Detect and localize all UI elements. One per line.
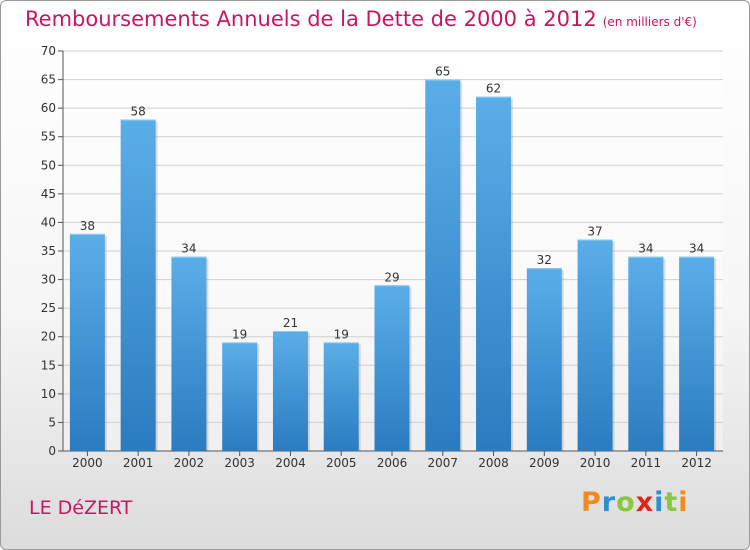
logo-letter: o — [616, 487, 636, 518]
y-tick-label: 20 — [41, 330, 56, 344]
y-tick-label: 40 — [41, 215, 56, 229]
x-tick-label: 2003 — [224, 456, 255, 470]
bar — [425, 79, 461, 452]
x-tick-label: 2009 — [529, 456, 560, 470]
bar — [679, 256, 715, 451]
y-tick-label: 55 — [41, 130, 56, 144]
bar — [120, 119, 156, 452]
logo-letter: r — [601, 487, 617, 518]
x-tick-label: 2006 — [377, 456, 408, 470]
logo-letter: i — [654, 487, 665, 518]
x-tick-label: 2004 — [275, 456, 306, 470]
y-tick-label: 60 — [41, 101, 56, 115]
chart-title-text: Remboursements Annuels de la Dette de 20… — [25, 7, 597, 31]
bar-value-label: 29 — [384, 270, 399, 284]
proxiti-logo[interactable]: Proxiti — [581, 487, 689, 518]
bars — [69, 79, 717, 452]
x-tick-label: 2010 — [580, 456, 611, 470]
y-tick-label: 30 — [41, 273, 56, 287]
bar — [323, 342, 359, 451]
logo-letter: P — [581, 487, 602, 518]
chart-title: Remboursements Annuels de la Dette de 20… — [25, 7, 697, 31]
x-tick-label: 2001 — [123, 456, 154, 470]
x-tick-label: 2011 — [631, 456, 662, 470]
x-tick-label: 2008 — [478, 456, 509, 470]
bar-value-label: 65 — [435, 65, 450, 79]
bar — [628, 256, 664, 451]
y-tick-label: 5 — [48, 415, 56, 429]
y-tick-label: 10 — [41, 387, 56, 401]
logo-letter: x — [635, 487, 655, 518]
y-tick-label: 50 — [41, 158, 56, 172]
y-tick-label: 25 — [41, 301, 56, 315]
bar-value-label: 34 — [638, 242, 653, 256]
bar-value-label: 19 — [334, 327, 349, 341]
y-tick-label: 0 — [48, 444, 56, 458]
bar-value-label: 34 — [181, 242, 196, 256]
y-tick-label: 15 — [41, 358, 56, 372]
y-tick-label: 45 — [41, 187, 56, 201]
bar — [374, 285, 410, 451]
bar-value-label: 62 — [486, 82, 501, 96]
logo-letter: t — [664, 487, 679, 518]
bar-value-label: 19 — [232, 327, 247, 341]
bar — [476, 96, 512, 451]
chart-unit: (en milliers d'€) — [602, 15, 697, 29]
bar — [577, 239, 613, 451]
bar-value-label: 32 — [537, 253, 552, 267]
x-tick-label: 2012 — [681, 456, 712, 470]
bar-value-label: 34 — [689, 242, 704, 256]
logo-letter: i — [678, 487, 689, 518]
bar — [171, 256, 207, 451]
bar-value-label: 38 — [80, 219, 95, 233]
y-tick-label: 35 — [41, 244, 56, 258]
labels: 38 2000 58 2001 34 2002 19 2003 21 2004 19 2005 29 20… — [72, 65, 712, 470]
y-tick-label: 70 — [41, 44, 56, 58]
x-tick-label: 2005 — [326, 456, 357, 470]
bar — [272, 331, 308, 451]
bar — [222, 342, 258, 451]
bar-value-label: 21 — [283, 316, 298, 330]
bar-value-label: 58 — [131, 105, 146, 119]
x-tick-label: 2002 — [174, 456, 205, 470]
x-tick-label: 2007 — [427, 456, 458, 470]
bar — [526, 268, 562, 451]
commune-name: LE DéZERT — [29, 497, 133, 519]
bar — [69, 233, 105, 451]
y-tick-label: 65 — [41, 73, 56, 87]
x-tick-label: 2000 — [72, 456, 103, 470]
bar-value-label: 37 — [587, 225, 602, 239]
